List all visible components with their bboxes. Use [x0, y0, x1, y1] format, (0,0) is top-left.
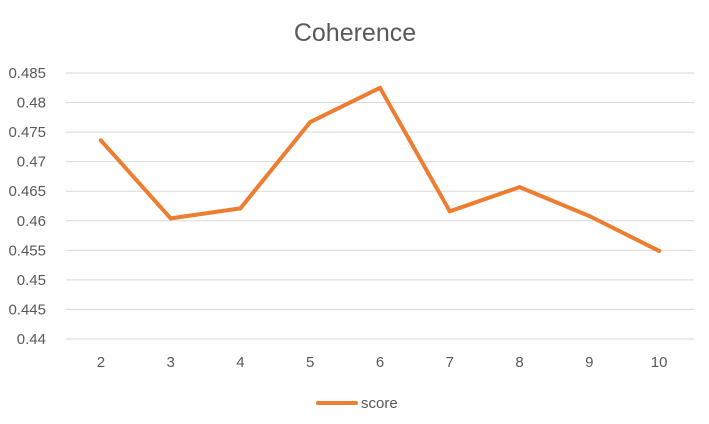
legend: score	[316, 395, 398, 412]
y-tick-label: 0.45	[17, 272, 46, 289]
x-tick-label: 10	[651, 354, 668, 371]
y-tick-label: 0.465	[8, 183, 46, 200]
series-line-0	[98, 85, 662, 253]
data-point	[168, 216, 173, 221]
x-tick-label: 6	[376, 354, 384, 371]
gridlines	[66, 72, 694, 340]
data-point	[447, 209, 452, 214]
series-lines	[98, 85, 662, 253]
data-point	[98, 138, 103, 143]
x-axis-ticks: 2 3 4 5 6 7 8 9 10	[97, 354, 668, 371]
data-point	[308, 120, 313, 125]
y-tick-label: 0.46	[17, 213, 46, 230]
y-tick-label: 0.455	[8, 242, 46, 259]
x-tick-label: 4	[236, 354, 244, 371]
x-tick-label: 9	[585, 354, 593, 371]
data-point	[587, 214, 592, 219]
data-point	[657, 248, 662, 253]
x-tick-label: 8	[515, 354, 523, 371]
legend-label: score	[361, 395, 398, 412]
y-tick-label: 0.48	[17, 95, 46, 112]
x-tick-label: 3	[166, 354, 174, 371]
x-tick-label: 5	[306, 354, 314, 371]
y-tick-label: 0.485	[8, 65, 46, 82]
y-tick-label: 0.445	[8, 301, 46, 318]
chart-title: Coherence	[294, 19, 416, 47]
data-point	[378, 85, 382, 90]
data-point	[517, 185, 522, 190]
y-axis-ticks: 0.485 0.48 0.475 0.47 0.465 0.46 0.455 0.45 0.44…	[8, 65, 46, 348]
x-tick-label: 7	[446, 354, 454, 371]
data-point	[238, 206, 243, 211]
y-tick-label: 0.47	[17, 154, 46, 171]
y-tick-label: 0.44	[17, 331, 46, 348]
y-tick-label: 0.475	[8, 124, 46, 141]
x-tick-label: 2	[97, 354, 105, 371]
